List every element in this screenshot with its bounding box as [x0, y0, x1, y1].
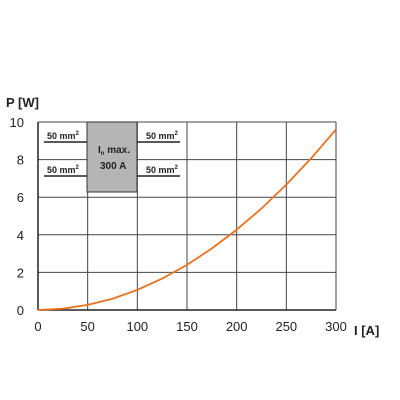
x-tick-label-2: 100: [126, 319, 148, 334]
y-tick-label-1: 2: [17, 265, 24, 280]
tick-labels: 0 50 100 150 200 250 300 0 2 4 6 8 10: [10, 115, 347, 334]
y-axis-label: P [W]: [6, 95, 39, 110]
connector-rating-line2: 300 A: [100, 161, 126, 172]
connector-inset: 50 mm2 50 mm2 50 mm2 50 mm2 In max. 300 …: [44, 121, 180, 193]
y-tick-label-2: 4: [17, 228, 24, 243]
series-line-0: [37, 128, 337, 311]
wire-label-right-bottom: 50 mm2: [146, 165, 179, 175]
wire-label-left-top: 50 mm2: [47, 131, 80, 141]
x-tick-label-0: 0: [34, 319, 41, 334]
series-layer: [37, 128, 337, 311]
wire-label-left-bottom: 50 mm2: [47, 165, 80, 175]
x-tick-label-3: 150: [176, 319, 198, 334]
connector-box: [86, 121, 138, 193]
axes: [37, 122, 336, 311]
connector-rating-line1: In max.: [98, 145, 130, 157]
y-tick-label-3: 6: [17, 190, 24, 205]
x-tick-label-1: 50: [80, 319, 94, 334]
x-axis-label: I [A]: [354, 323, 379, 338]
grid: [37, 121, 337, 311]
y-tick-label-4: 8: [17, 153, 24, 168]
wire-label-right-top: 50 mm2: [146, 131, 179, 141]
x-tick-label-5: 250: [275, 319, 297, 334]
y-tick-label-5: 10: [10, 115, 24, 130]
x-tick-label-4: 200: [226, 319, 248, 334]
x-tick-label-6: 300: [325, 319, 347, 334]
y-tick-label-0: 0: [17, 303, 24, 318]
